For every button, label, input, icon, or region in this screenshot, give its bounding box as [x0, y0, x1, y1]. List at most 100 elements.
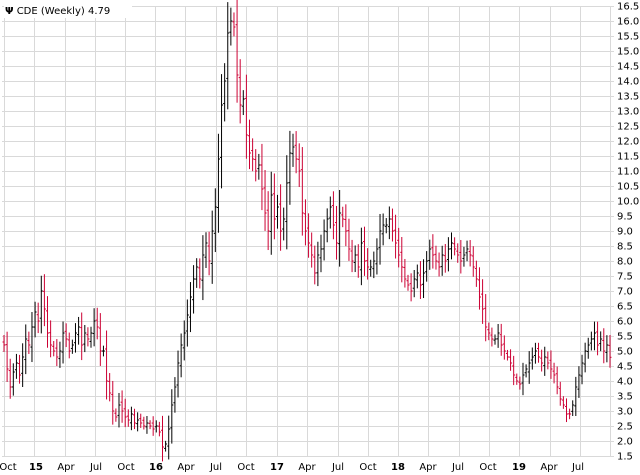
- price-bar: [5, 331, 9, 382]
- price-bar: [558, 381, 562, 406]
- x-tick-month-label: Oct: [0, 462, 17, 473]
- price-bar: [49, 320, 53, 358]
- price-bar: [95, 307, 99, 340]
- y-axis-ticks: 1.5 2.0 2.5 3.0 3.5 4.0 4.5 5.0 5.5 6.0 6.5 7.0 7.5 8…: [617, 2, 639, 463]
- price-bar: [170, 389, 174, 444]
- y-tick-label: 7.5: [617, 272, 633, 283]
- x-tick-month-label: Jul: [89, 462, 102, 473]
- price-bar: [422, 259, 426, 299]
- price-bar: [338, 190, 342, 267]
- x-tick-month-label: Oct: [117, 462, 134, 473]
- price-bar: [415, 264, 419, 289]
- price-bar: [263, 170, 267, 231]
- price-bars: [2, 0, 612, 462]
- price-bar: [425, 251, 429, 282]
- price-bar: [257, 153, 261, 180]
- price-bar: [204, 232, 208, 268]
- price-bar: [453, 237, 457, 256]
- price-bar: [546, 351, 550, 370]
- price-bar: [319, 234, 323, 273]
- price-bar: [568, 408, 572, 420]
- price-bar: [111, 380, 115, 425]
- price-bar: [589, 331, 593, 351]
- price-bar: [173, 377, 177, 413]
- price-bar: [167, 415, 171, 460]
- price-bar: [608, 335, 612, 368]
- x-tick-month-label: Apr: [540, 462, 558, 473]
- price-bar: [18, 354, 22, 384]
- price-bar: [207, 231, 211, 276]
- price-bar: [105, 330, 109, 400]
- price-bar: [310, 232, 314, 268]
- x-tick-month-label: Apr: [57, 462, 75, 473]
- price-bar: [275, 194, 279, 229]
- price-bar: [248, 119, 252, 170]
- price-bar: [583, 342, 587, 373]
- price-bar: [46, 296, 50, 348]
- price-bar: [543, 346, 547, 376]
- price-bar: [375, 238, 379, 275]
- price-bar: [70, 339, 74, 354]
- price-bar: [160, 415, 164, 462]
- price-bar: [605, 335, 609, 363]
- price-bar: [505, 349, 509, 361]
- price-bar: [297, 143, 301, 188]
- price-bar: [484, 294, 488, 342]
- price-bar: [195, 258, 199, 288]
- y-tick-label: 3.0: [617, 407, 633, 418]
- price-bar: [216, 133, 220, 233]
- price-bar: [64, 323, 68, 348]
- price-bar: [446, 237, 450, 272]
- price-bar: [540, 349, 544, 372]
- x-tick-month-label: Oct: [479, 462, 496, 473]
- price-bar: [8, 358, 12, 399]
- y-tick-label: 13.5: [617, 92, 639, 103]
- price-bar: [238, 59, 242, 124]
- price-bar: [335, 205, 339, 260]
- price-bar: [362, 226, 366, 276]
- price-bar: [493, 334, 497, 345]
- y-tick-label: 14.0: [617, 77, 639, 88]
- price-bar: [33, 301, 37, 338]
- y-tick-label: 16.5: [617, 2, 639, 13]
- price-bar: [341, 206, 345, 228]
- price-bar: [220, 74, 224, 189]
- price-bar: [381, 213, 385, 246]
- price-bar: [83, 324, 87, 353]
- price-bar: [356, 244, 360, 278]
- price-bar: [596, 321, 600, 356]
- price-bar: [136, 412, 140, 432]
- price-bar: [185, 299, 189, 347]
- x-tick-month-label: Apr: [298, 462, 316, 473]
- price-bar: [512, 355, 516, 386]
- price-bar: [117, 392, 121, 428]
- price-bar: [322, 219, 326, 261]
- price-bar: [564, 398, 568, 423]
- price-bar: [537, 342, 541, 363]
- price-bar: [428, 239, 432, 270]
- price-bar: [77, 316, 81, 345]
- x-tick-month-label: Oct: [359, 462, 376, 473]
- price-bar: [518, 376, 522, 390]
- price-bar: [198, 258, 202, 289]
- price-bar: [459, 239, 463, 274]
- price-bar: [279, 184, 283, 251]
- price-bar: [384, 218, 388, 234]
- price-bar: [157, 421, 161, 437]
- price-bar: [73, 323, 77, 353]
- price-bar: [527, 351, 531, 384]
- price-bar: [300, 147, 304, 236]
- price-bar: [145, 415, 149, 434]
- price-bar: [176, 350, 180, 398]
- price-bar: [406, 274, 410, 291]
- price-bar: [120, 390, 124, 423]
- price-bar: [372, 251, 376, 279]
- price-bar: [462, 246, 466, 267]
- y-tick-label: 4.0: [617, 377, 633, 388]
- price-bar: [359, 227, 363, 286]
- price-bar: [394, 214, 398, 259]
- price-bar: [555, 366, 559, 395]
- price-bar: [552, 362, 556, 384]
- price-bar: [387, 206, 391, 240]
- x-tick-year-label: 19: [512, 462, 526, 473]
